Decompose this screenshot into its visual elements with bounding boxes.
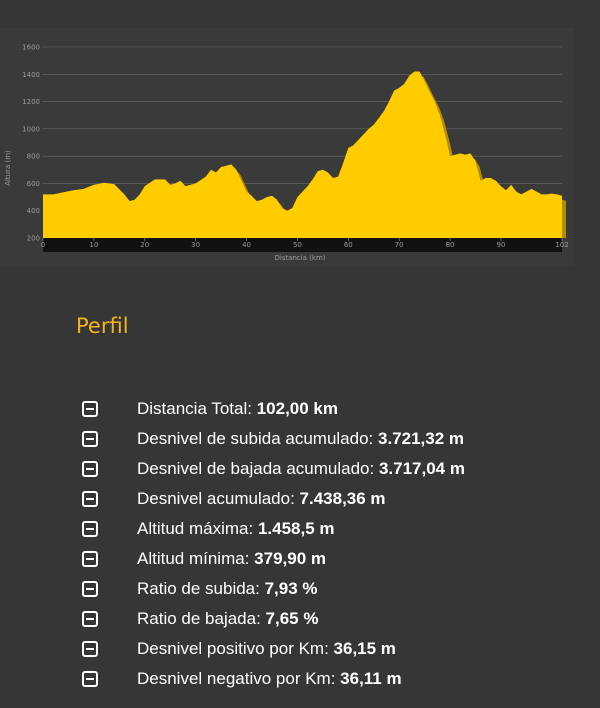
- stat-label: Altitud máxima:: [137, 519, 258, 538]
- stat-value: 1.458,5 m: [257, 519, 335, 538]
- stat-label: Ratio de bajada:: [137, 609, 266, 628]
- x-tick-label: 30: [191, 241, 200, 249]
- stat-value: 102,00 km: [256, 399, 338, 418]
- minus-square-icon[interactable]: [82, 581, 98, 597]
- stat-label: Ratio de subida:: [137, 579, 265, 598]
- stat-label: Desnivel negativo por Km:: [137, 669, 341, 688]
- stat-text: Altitud máxima: 1.458,5 m: [137, 519, 335, 539]
- stat-value: 36,11 m: [340, 669, 402, 688]
- minus-square-icon[interactable]: [82, 521, 98, 537]
- x-tick-label: 90: [496, 241, 505, 249]
- stat-row: Distancia Total: 102,00 km: [80, 394, 465, 424]
- minus-square-icon[interactable]: [82, 461, 98, 477]
- x-tick-label: 10: [89, 241, 98, 249]
- y-tick-label: 400: [27, 207, 40, 215]
- elevation-profile-chart: 200 400 600 800 1000 1200 1400 1600 0 10 20 30 40 50…: [4, 44, 569, 263]
- x-tick-label: 80: [446, 241, 455, 249]
- minus-square-icon[interactable]: [82, 491, 98, 507]
- stat-row: Desnivel de bajada acumulado: 3.717,04 m: [80, 454, 465, 484]
- stat-value: 3.721,32 m: [377, 429, 464, 448]
- stat-value: 379,90 m: [254, 549, 326, 568]
- x-tick-label: 60: [344, 241, 353, 249]
- stat-value: 7,65 %: [265, 609, 319, 628]
- y-tick-label: 600: [27, 180, 40, 188]
- stat-value: 3.717,04 m: [378, 459, 465, 478]
- x-tick-label: 50: [293, 241, 302, 249]
- stat-text: Ratio de subida: 7,93 %: [137, 579, 318, 599]
- x-tick-label: 0: [41, 241, 45, 249]
- stat-row: Ratio de bajada: 7,65 %: [80, 604, 465, 634]
- minus-square-icon[interactable]: [82, 671, 98, 687]
- y-tick-label: 1200: [22, 98, 40, 106]
- stat-label: Distancia Total:: [137, 399, 257, 418]
- stat-label: Desnivel de bajada acumulado:: [137, 459, 379, 478]
- stat-label: Desnivel de subida acumulado:: [137, 429, 378, 448]
- stat-label: Desnivel positivo por Km:: [137, 639, 334, 658]
- elevation-area: [43, 71, 562, 238]
- x-tick-label: 70: [395, 241, 404, 249]
- stat-text: Desnivel negativo por Km: 36,11 m: [137, 669, 402, 689]
- stat-row: Altitud mínima: 379,90 m: [80, 544, 465, 574]
- stat-row: Desnivel acumulado: 7.438,36 m: [80, 484, 465, 514]
- minus-square-icon[interactable]: [82, 611, 98, 627]
- elevation-chart-panel: 200 400 600 800 1000 1200 1400 1600 0 10 20 30 40 50…: [0, 28, 574, 266]
- x-tick-label: 40: [242, 241, 251, 249]
- y-axis-label: Altura (m): [4, 150, 12, 186]
- x-axis-label: Distancia (km): [274, 254, 325, 262]
- stat-text: Desnivel de subida acumulado: 3.721,32 m: [137, 429, 464, 449]
- stat-row: Ratio de subida: 7,93 %: [80, 574, 465, 604]
- y-tick-label: 1600: [22, 44, 40, 52]
- stat-value: 36,15 m: [333, 639, 396, 658]
- x-tick-label: 102: [555, 241, 568, 249]
- stats-list: Distancia Total: 102,00 km Desnivel de su…: [80, 394, 465, 694]
- minus-square-icon[interactable]: [82, 401, 98, 417]
- stat-row: Desnivel de subida acumulado: 3.721,32 m: [80, 424, 465, 454]
- stat-label: Desnivel acumulado:: [137, 489, 300, 508]
- stat-value: 7.438,36 m: [299, 489, 386, 508]
- y-tick-label: 1400: [22, 71, 40, 79]
- stat-text: Desnivel acumulado: 7.438,36 m: [137, 489, 386, 509]
- stat-text: Altitud mínima: 379,90 m: [137, 549, 326, 569]
- x-tick-label: 20: [140, 241, 149, 249]
- minus-square-icon[interactable]: [82, 641, 98, 657]
- y-tick-label: 800: [27, 153, 40, 161]
- stat-row: Desnivel negativo por Km: 36,11 m: [80, 664, 465, 694]
- minus-square-icon[interactable]: [82, 431, 98, 447]
- x-axis-bar: [43, 238, 562, 252]
- stat-row: Altitud máxima: 1.458,5 m: [80, 514, 465, 544]
- stat-text: Ratio de bajada: 7,65 %: [137, 609, 318, 629]
- stat-label: Altitud mínima:: [137, 549, 255, 568]
- stat-text: Desnivel positivo por Km: 36,15 m: [137, 639, 396, 659]
- stat-text: Desnivel de bajada acumulado: 3.717,04 m: [137, 459, 465, 479]
- y-tick-label: 200: [27, 235, 40, 243]
- y-tick-label: 1000: [22, 125, 40, 133]
- minus-square-icon[interactable]: [82, 551, 98, 567]
- section-title: Perfil: [76, 314, 129, 338]
- stat-row: Desnivel positivo por Km: 36,15 m: [80, 634, 465, 664]
- stat-value: 7,93 %: [264, 579, 318, 598]
- stat-text: Distancia Total: 102,00 km: [137, 399, 338, 419]
